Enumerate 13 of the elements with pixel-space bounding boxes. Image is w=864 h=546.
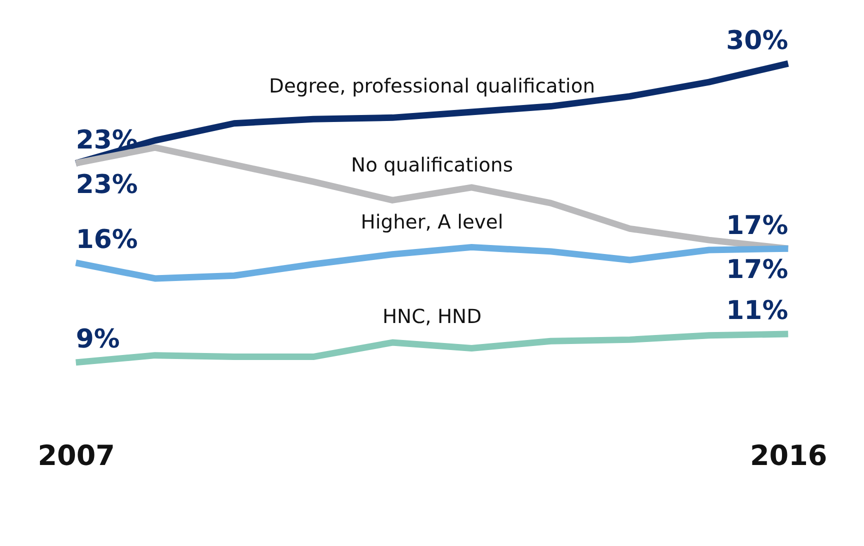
x-tick-label: 2007 <box>38 438 115 472</box>
series-label: Degree, professional qualification <box>269 74 595 98</box>
data-label: 30% <box>726 26 788 56</box>
data-label: 17% <box>726 210 788 241</box>
series-label: No qualifications <box>351 154 513 177</box>
series-label: Higher, A level <box>360 210 504 234</box>
data-label: 16% <box>76 225 138 256</box>
data-label: 9% <box>76 324 120 355</box>
data-label: 17% <box>726 255 788 286</box>
data-label: 23% <box>76 170 138 200</box>
x-tick-label: 2016 <box>750 438 828 472</box>
series-label: HNC, HND <box>382 305 482 328</box>
data-label: 11% <box>726 296 788 326</box>
